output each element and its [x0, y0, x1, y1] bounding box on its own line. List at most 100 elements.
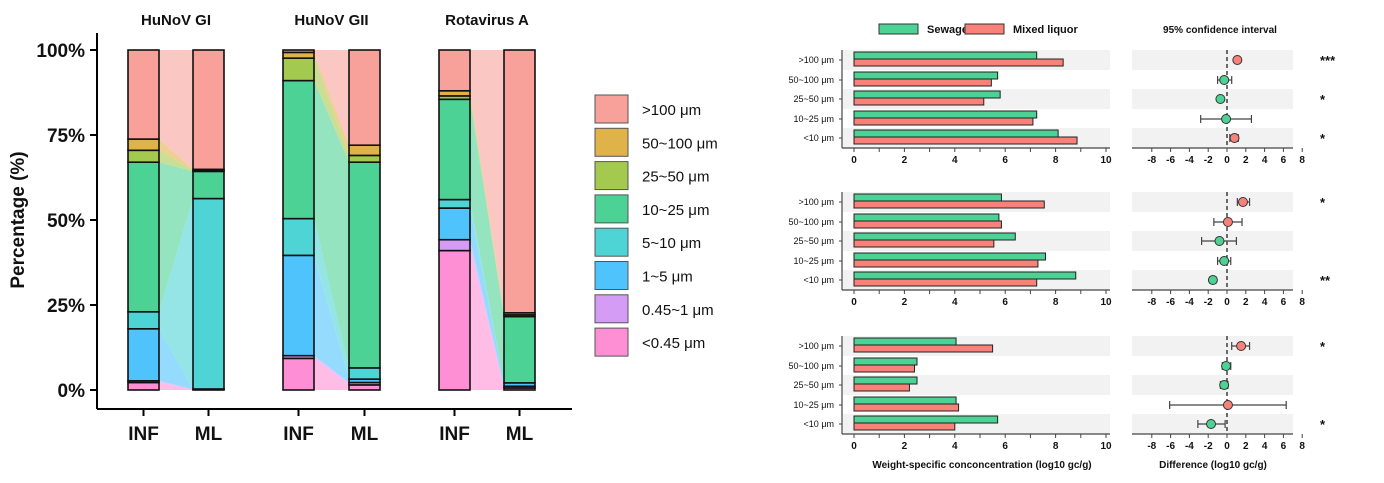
row-band	[1132, 89, 1293, 109]
x-tick-label: INF	[439, 424, 470, 445]
row-band	[1132, 192, 1293, 212]
y-tick-label: 0%	[58, 381, 86, 402]
flow-band	[314, 80, 349, 368]
ci-title: 95% confidence interval	[1163, 25, 1277, 36]
bar-segment	[127, 161, 160, 313]
panel-title: HuNoV GII	[294, 12, 368, 29]
bar-segment	[438, 238, 471, 252]
flow-band	[470, 90, 504, 315]
difference-point	[1236, 341, 1247, 351]
row-label: <10 μm	[804, 419, 834, 429]
bar-sewage	[853, 90, 1001, 99]
difference-point	[1222, 400, 1233, 410]
row-label: 10~25 μm	[794, 256, 834, 266]
ci-x-tick-label: -4	[1185, 441, 1194, 452]
bar-segment	[348, 367, 381, 380]
bar-segment	[127, 310, 160, 330]
legend-swatch-sewage	[878, 23, 919, 35]
ci-x-tick-label: 4	[1262, 155, 1268, 166]
x-axis-label: Weight-specific conconcentration (log10 …	[872, 460, 1091, 471]
bar-segment	[282, 357, 315, 391]
bar-segment	[282, 79, 315, 220]
bar-mixed-liquor	[853, 117, 1034, 126]
ci-x-tick-label: 2	[1243, 155, 1249, 166]
flow-band	[470, 239, 504, 388]
legend-swatch	[594, 161, 629, 191]
ci-x-tick-label: -2	[1204, 441, 1213, 452]
bar-sewage	[853, 396, 957, 405]
ci-x-tick-label: -2	[1204, 297, 1213, 308]
x-tick-label: 6	[1002, 297, 1008, 308]
row-label: 50~100 μm	[789, 75, 834, 85]
ci-x-tick-label: -6	[1166, 155, 1175, 166]
bar-sewage	[853, 232, 1016, 241]
significance-marker: *	[1320, 417, 1326, 432]
x-tick-label: ML	[506, 424, 534, 445]
row-label: 10~25 μm	[794, 114, 834, 124]
ci-x-tick-label: 2	[1243, 441, 1249, 452]
bar-mixed-liquor	[853, 200, 1045, 209]
ci-x-tick-label: 2	[1243, 297, 1249, 308]
flow-band	[470, 208, 504, 387]
legend-swatch	[594, 294, 629, 324]
significance-marker: *	[1320, 195, 1326, 210]
bar-sewage	[853, 357, 918, 366]
ci-x-tick-label: 4	[1262, 441, 1268, 452]
bar-segment	[348, 161, 381, 369]
row-label: 25~50 μm	[794, 380, 834, 390]
bar-mixed-liquor	[853, 239, 995, 248]
row-label: >100 μm	[799, 197, 834, 207]
bar-segment	[282, 217, 315, 257]
y-tick-label: 75%	[47, 126, 85, 147]
x-tick-label: 8	[1053, 297, 1059, 308]
significance-marker: *	[1320, 339, 1326, 354]
significance-marker: **	[1320, 273, 1331, 288]
bar-sewage	[853, 71, 999, 80]
ci-x-tick-label: -8	[1147, 155, 1156, 166]
x-tick-label: 8	[1053, 155, 1059, 166]
flow-band	[314, 218, 349, 380]
bar-mixed-liquor	[853, 383, 910, 392]
row-label: 25~50 μm	[794, 94, 834, 104]
legend-label: <0.45 μm	[642, 335, 705, 352]
x-tick-label: 0	[851, 441, 857, 452]
x-tick-label: 6	[1002, 155, 1008, 166]
bar-segment	[438, 98, 471, 201]
ci-x-tick-label: 6	[1281, 441, 1287, 452]
bar-segment	[282, 57, 315, 82]
ci-x-tick-label: 8	[1299, 297, 1305, 308]
legend-swatch	[594, 127, 629, 157]
ci-x-tick-label: 6	[1281, 297, 1287, 308]
bar-segment	[127, 138, 160, 152]
row-label: 25~50 μm	[794, 236, 834, 246]
flow-band	[470, 250, 504, 390]
bar-mixed-liquor	[853, 136, 1078, 145]
x-tick-label: 4	[952, 155, 958, 166]
legend-swatch-mixed	[964, 23, 1005, 35]
bar-sewage	[853, 129, 1059, 138]
ci-x-tick-label: -6	[1166, 297, 1175, 308]
bar-mixed-liquor	[853, 278, 1038, 287]
legend-label: 50~100 μm	[642, 135, 718, 152]
bar-segment	[503, 49, 536, 314]
ci-x-tick-label: 8	[1299, 155, 1305, 166]
row-band	[1132, 375, 1293, 395]
bar-mixed-liquor	[853, 344, 994, 353]
bar-sewage	[853, 51, 1038, 60]
flow-band	[470, 99, 504, 383]
x-tick-label: 4	[952, 441, 958, 452]
legend-label: 10~25 μm	[642, 202, 709, 219]
x-tick-label: INF	[283, 424, 314, 445]
flow-band	[314, 50, 349, 146]
bar-sewage	[853, 213, 1000, 222]
bar-segment	[282, 49, 315, 54]
bar-segment	[438, 207, 471, 241]
row-label: >100 μm	[799, 55, 834, 65]
bar-segment	[438, 49, 471, 92]
legend-swatch	[594, 261, 629, 290]
flow-band	[314, 355, 349, 385]
flow-band	[314, 358, 349, 390]
ci-x-tick-label: 8	[1299, 441, 1305, 452]
difference-point	[1219, 75, 1230, 85]
legend-label: 25~50 μm	[642, 169, 709, 186]
